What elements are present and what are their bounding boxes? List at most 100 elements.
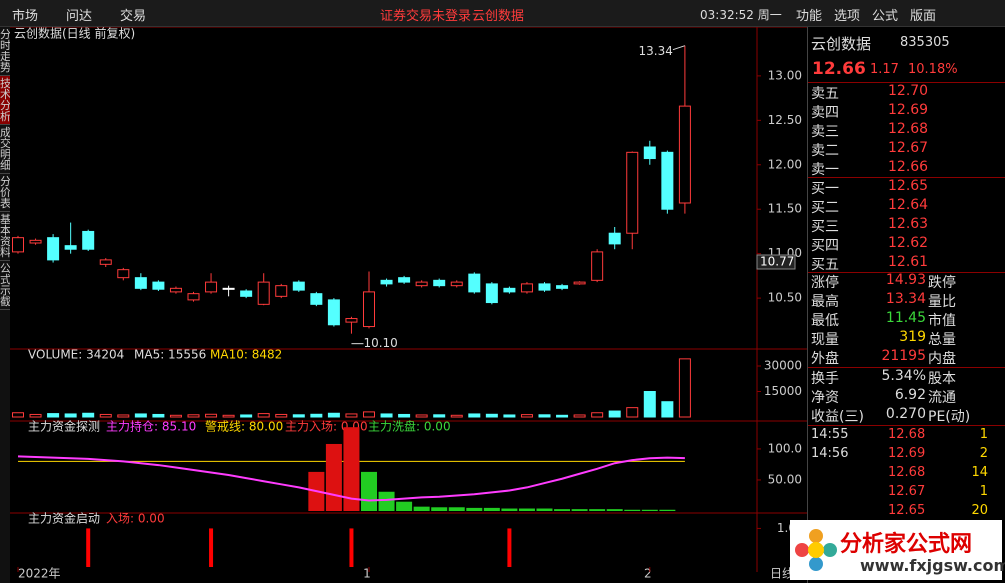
clock: 03:32:52 周一: [700, 8, 782, 22]
separator: [808, 425, 1005, 426]
row: 12.67 1: [808, 484, 1005, 503]
row: 换手 5.34% 股本: [808, 368, 1005, 387]
volume-bar: [643, 391, 656, 418]
row: 最高 13.34 量比: [808, 291, 1005, 310]
side-tab[interactable]: 分价表: [0, 175, 10, 212]
row: 最低 11.45 市值: [808, 310, 1005, 329]
book-label: 卖四: [811, 105, 839, 121]
pct: 10.18%: [908, 62, 958, 77]
candle-body: [257, 281, 270, 305]
tick-volume: 20: [971, 503, 988, 518]
y-tick-label: 11.50: [768, 202, 802, 216]
charts: 云创数据(日线 前复权)10.5011.0011.5012.0012.5013.…: [10, 27, 807, 581]
volume-bar: [292, 414, 305, 418]
wash-bar: [431, 507, 448, 511]
wash-bar: [448, 507, 465, 511]
arrow: [672, 45, 686, 51]
candle-body: [398, 277, 411, 283]
entry-spike: [349, 528, 354, 567]
wash-bar: [413, 506, 430, 511]
side-tab[interactable]: 技术分析: [0, 76, 10, 125]
volume-bar: [573, 414, 586, 418]
side-tab[interactable]: 基本资料: [0, 213, 10, 261]
stat-value: 5.34%: [881, 368, 926, 384]
entry-bar: [343, 427, 360, 511]
wash-bar: [659, 509, 676, 511]
candle-body: [678, 105, 691, 204]
x-tick-label: 1: [363, 567, 371, 581]
period-label: 日线: [770, 567, 794, 581]
stat-value: 21195: [881, 348, 926, 364]
candle-body: [187, 293, 200, 301]
book-price: 12.62: [888, 235, 929, 251]
stat-label: 收益(三): [811, 409, 864, 425]
candle-body: [380, 279, 393, 285]
row: 卖三 12.68: [808, 121, 1005, 140]
stat-label: 流通: [928, 390, 956, 406]
row: 外盘 21195 内盘: [808, 348, 1005, 367]
row: 12.65 20: [808, 503, 1005, 522]
wash-bar: [518, 508, 535, 511]
stat-label: 涨停: [811, 275, 839, 291]
separator: [808, 272, 1005, 273]
legend: 主力持仓: 85.10: [106, 419, 196, 434]
volume-bar: [398, 413, 411, 418]
book-price: 12.64: [888, 197, 929, 213]
candle-body: [310, 293, 323, 305]
candle-body: [608, 232, 621, 245]
volume-bar: [415, 414, 428, 418]
stat-value: 13.34: [885, 291, 926, 307]
candle-body: [573, 281, 586, 285]
change: 1.17: [870, 62, 899, 77]
separator: [808, 367, 1005, 368]
candle-body: [222, 287, 235, 290]
candle-body: [47, 237, 60, 261]
tick-price: 12.68: [888, 465, 926, 480]
book-label: 买四: [811, 238, 839, 254]
row: 卖二 12.67: [808, 140, 1005, 159]
wash-bar: [466, 507, 483, 511]
stat-label: 外盘: [811, 351, 839, 367]
book-label: 卖一: [811, 162, 839, 178]
legend: MA10: 8482: [210, 348, 282, 362]
volume-bar: [538, 414, 551, 418]
stat-label: 股本: [928, 371, 956, 387]
wash-bar: [396, 501, 413, 511]
candle-body: [327, 299, 340, 326]
book-price: 12.65: [888, 178, 929, 194]
volume-bar: [520, 414, 533, 418]
candle-body: [205, 281, 218, 293]
candle-body: [134, 277, 147, 289]
row: 买三 12.63: [808, 216, 1005, 235]
row: 14:56 12.69 2: [808, 446, 1005, 465]
stat-label: 最高: [811, 294, 839, 310]
logo-url: www.fxjgsw.com: [860, 556, 1005, 575]
candle-body: [29, 239, 42, 244]
y-tick-label: 15000: [764, 384, 802, 398]
book-price: 12.68: [888, 121, 929, 137]
separator: [808, 177, 1005, 178]
wash-bar: [624, 509, 641, 511]
book-price: 12.70: [888, 83, 929, 99]
y-tick-label: 12.00: [768, 157, 802, 171]
row: 买二 12.64: [808, 197, 1005, 216]
candle-body: [415, 281, 428, 287]
row: 涨停 14.93 跌停: [808, 272, 1005, 291]
row: 云创数据 835305: [808, 33, 1005, 53]
low-label: 10.10: [363, 336, 397, 350]
book-price: 12.66: [888, 159, 929, 175]
stat-value: 14.93: [885, 272, 926, 288]
side-tab[interactable]: 公式示截: [0, 262, 10, 310]
side-tab[interactable]: 分时走势: [0, 28, 10, 76]
holding-line: [17, 455, 685, 502]
side-tab[interactable]: 成交明细: [0, 126, 10, 174]
row: 买一 12.65: [808, 178, 1005, 197]
entry-spike: [507, 528, 512, 567]
book-label: 买一: [811, 181, 839, 197]
menu-item: 交易: [120, 9, 147, 24]
stat-label: 净资: [811, 390, 839, 406]
volume-bar: [152, 413, 165, 418]
wash-bar: [571, 509, 588, 511]
candle-body: [485, 283, 498, 304]
login-notice: 证券交易未登录: [380, 9, 472, 24]
